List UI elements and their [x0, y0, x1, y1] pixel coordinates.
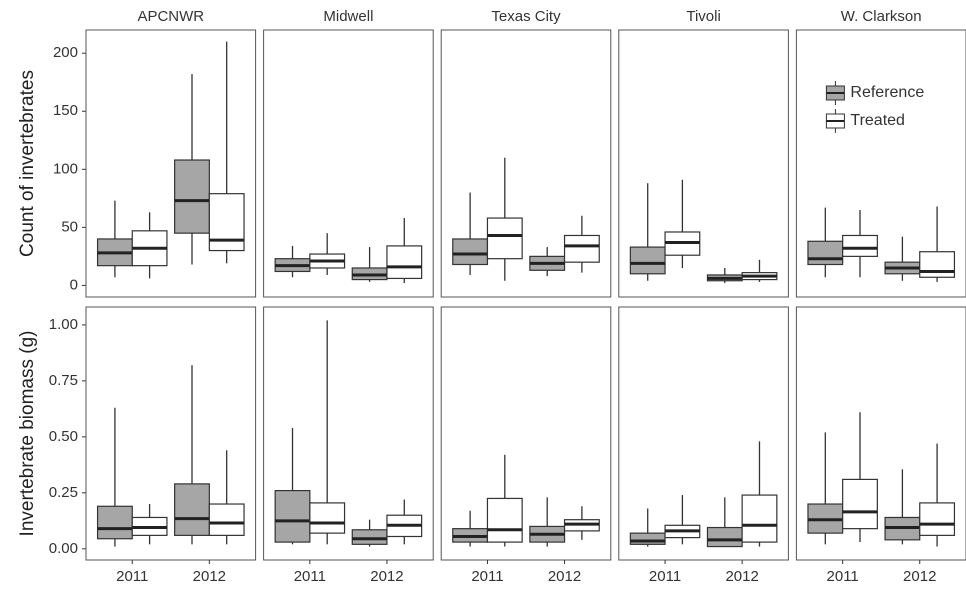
- y-tick-label: 100: [53, 160, 78, 177]
- box: [486, 497, 523, 543]
- y-axis-title: Count of invertebrates: [17, 70, 38, 257]
- box: [919, 502, 956, 536]
- box: [452, 238, 489, 266]
- y-tick-label: 0.75: [49, 372, 78, 389]
- legend-label: Treated: [850, 112, 905, 129]
- y-tick-label: 0.00: [49, 540, 78, 557]
- y-tick-label: 0.25: [49, 484, 78, 501]
- box: [807, 240, 844, 266]
- y-tick-label: 1.00: [49, 316, 78, 333]
- x-tick-label: 2012: [725, 568, 758, 585]
- y-tick-label: 150: [53, 102, 78, 119]
- facet-label: APCNWR: [137, 8, 204, 25]
- box: [174, 159, 210, 234]
- box: [386, 245, 423, 280]
- x-tick-label: 2012: [370, 568, 403, 585]
- box: [274, 489, 311, 543]
- x-tick-label: 2011: [294, 568, 326, 585]
- box: [842, 478, 878, 530]
- facet-label: W. Clarkson: [841, 8, 922, 25]
- y-tick-label: 50: [61, 218, 78, 235]
- box: [486, 217, 523, 260]
- x-tick-label: 2011: [827, 568, 859, 585]
- box: [309, 502, 346, 534]
- y-tick-label: 0: [70, 276, 78, 293]
- box: [208, 503, 245, 536]
- y-tick-label: 200: [53, 44, 78, 61]
- box: [706, 526, 743, 548]
- x-tick-label: 2011: [116, 568, 148, 585]
- x-tick-label: 2011: [471, 568, 503, 585]
- y-axis-title: Invertebrate biomass (g): [17, 331, 38, 537]
- box: [741, 494, 778, 543]
- facet-label: Midwell: [323, 8, 373, 25]
- box: [96, 505, 133, 540]
- legend-label: Reference: [850, 84, 924, 101]
- x-tick-label: 2012: [903, 568, 936, 585]
- facet-label: Tivoli: [686, 8, 720, 25]
- x-tick-label: 2011: [649, 568, 681, 585]
- box: [919, 251, 956, 278]
- x-tick-label: 2012: [548, 568, 581, 585]
- y-tick-label: 0.50: [49, 428, 78, 445]
- facet-label: Texas City: [491, 8, 561, 25]
- box: [563, 234, 600, 263]
- box: [174, 483, 210, 536]
- box: [842, 234, 878, 257]
- box: [629, 532, 666, 545]
- box: [629, 246, 666, 275]
- x-tick-label: 2012: [193, 568, 226, 585]
- box: [351, 529, 388, 545]
- box: [208, 193, 245, 252]
